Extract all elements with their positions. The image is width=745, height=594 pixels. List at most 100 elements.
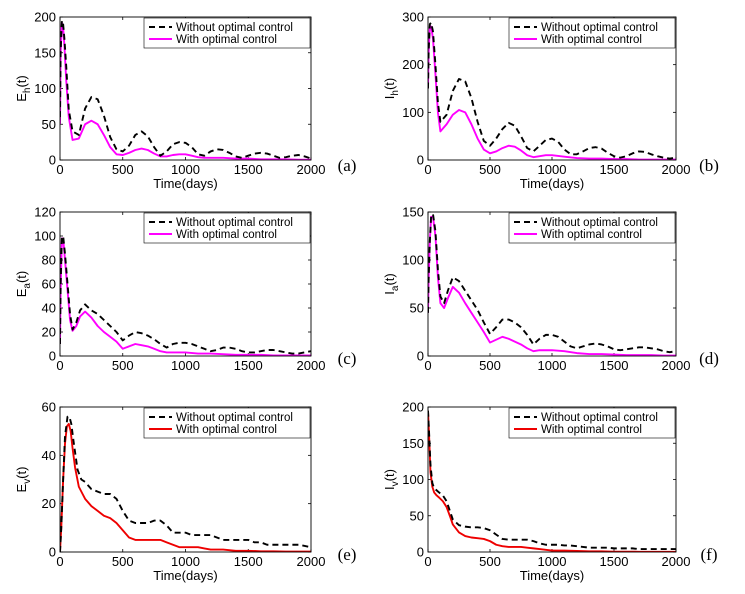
y-label-main: E (14, 483, 29, 492)
x-tick-label: 2000 (297, 554, 326, 569)
series-line-with-control (428, 215, 676, 356)
y-tick-label: 100 (34, 229, 56, 244)
x-tick-label: 1500 (234, 358, 263, 373)
y-tick-label: 200 (402, 57, 424, 72)
x-axis-label: Time(days) (153, 568, 218, 583)
y-tick-label: 0 (49, 349, 56, 364)
y-label-subscript: v (22, 479, 33, 484)
legend-entry-label: Without optimal control (541, 217, 658, 229)
x-tick-label: 2000 (662, 162, 691, 177)
y-tick-label: 0 (49, 545, 56, 560)
y-axis-label: Eh(t) (14, 75, 33, 102)
series-line-with-control (60, 237, 311, 356)
x-tick-label: 0 (56, 162, 63, 177)
series-line-without-control (428, 212, 676, 354)
y-tick-label: 0 (417, 349, 424, 364)
y-tick-label: 80 (42, 253, 56, 268)
y-label-subscript: h (22, 88, 33, 94)
legend-entry-label: Without optimal control (541, 22, 658, 34)
y-axis-label: Ia(t) (382, 273, 401, 294)
legend-box (143, 17, 311, 49)
y-tick-label: 120 (34, 205, 56, 220)
series-line-with-control (428, 410, 676, 552)
x-tick-label: 500 (479, 554, 501, 569)
y-axis-label: Ea(t) (14, 271, 33, 298)
axes-frame (59, 211, 312, 357)
x-tick-label: 1000 (171, 358, 200, 373)
x-tick-label: 2000 (297, 162, 326, 177)
x-axis-label: Time(days) (520, 176, 585, 191)
panel-label: (c) (338, 349, 357, 368)
x-axis-label: Time(days) (153, 176, 218, 191)
subplot-d: 0 500 1000 1500 2000 0 50 100 150 Without optimal… (382, 205, 719, 374)
y-label-tail: (t) (382, 469, 397, 481)
y-tick-label: 50 (410, 301, 424, 316)
y-tick-label: 40 (42, 448, 56, 463)
y-tick-label: 60 (42, 277, 56, 292)
x-tick-label: 2000 (662, 358, 691, 373)
subplot-a: 0 500 1000 1500 2000 0 50 100 150 200 Without opti… (14, 10, 356, 192)
y-tick-label: 60 (42, 400, 56, 415)
y-tick-label: 100 (34, 81, 56, 96)
x-tick-label: 1000 (538, 554, 567, 569)
series-group (428, 21, 676, 160)
x-tick-label: 500 (479, 162, 501, 177)
x-tick-label: 0 (424, 554, 431, 569)
x-tick-label: 0 (424, 358, 431, 373)
x-tick-label: 0 (56, 554, 63, 569)
y-label-main: I (382, 96, 397, 100)
y-tick-label: 200 (402, 400, 424, 415)
legend-box (508, 407, 676, 439)
x-tick-label: 2000 (662, 554, 691, 569)
y-axis-label: Ev(t) (14, 467, 33, 493)
y-tick-label: 200 (34, 10, 56, 25)
series-group (60, 19, 311, 160)
y-label-subscript: a (22, 283, 33, 289)
legend-entry-label: Without optimal control (541, 412, 658, 424)
y-tick-label: 0 (417, 153, 424, 168)
series-group (60, 235, 311, 356)
series-group (428, 410, 676, 552)
legend-box (143, 407, 311, 439)
y-tick-label: 50 (42, 117, 56, 132)
y-label-tail: (t) (14, 467, 29, 479)
y-label-tail: (t) (14, 271, 29, 283)
legend-entry-label: Without optimal control (176, 22, 293, 34)
legend-box (508, 212, 676, 244)
x-tick-label: 1000 (171, 554, 200, 569)
x-tick-label: 1500 (234, 554, 263, 569)
y-tick-label: 40 (42, 301, 56, 316)
x-tick-label: 500 (112, 554, 134, 569)
y-label-tail: (t) (382, 273, 397, 285)
x-tick-label: 0 (424, 162, 431, 177)
legend-entry-label: With optimal control (541, 229, 642, 241)
series-line-without-control (60, 415, 311, 552)
y-tick-label: 100 (402, 472, 424, 487)
subplot-b: 0 500 1000 1500 2000 0 100 200 300 Without optima… (382, 10, 719, 192)
legend-entry-label: With optimal control (176, 34, 277, 46)
subplot-f: 0 500 1000 1500 2000 0 50 100 150 200 Without opti… (382, 400, 717, 584)
y-tick-label: 20 (42, 496, 56, 511)
subplot-c: 0 500 1000 1500 2000 0 20 40 60 80 100 120 Without o… (14, 205, 356, 374)
x-tick-label: 2000 (297, 358, 326, 373)
y-tick-label: 50 (410, 508, 424, 523)
y-tick-label: 150 (402, 436, 424, 451)
y-label-subscript: a (390, 285, 401, 291)
x-tick-label: 500 (112, 358, 134, 373)
axes-frame (427, 406, 677, 553)
series-line-without-control (60, 19, 311, 160)
panel-label: (a) (338, 156, 357, 175)
x-tick-label: 500 (479, 358, 501, 373)
axes-frame (427, 16, 677, 161)
series-group (60, 415, 311, 552)
x-tick-label: 1500 (600, 162, 629, 177)
x-tick-label: 1500 (234, 162, 263, 177)
y-tick-label: 150 (402, 205, 424, 220)
y-label-main: I (382, 486, 397, 490)
subplot-e: 0 500 1000 1500 2000 0 20 40 60 Without optimal c… (14, 400, 356, 584)
y-tick-label: 150 (34, 45, 56, 60)
legend-entry-label: With optimal control (541, 34, 642, 46)
axes-frame (59, 16, 312, 161)
series-line-without-control (428, 21, 676, 160)
